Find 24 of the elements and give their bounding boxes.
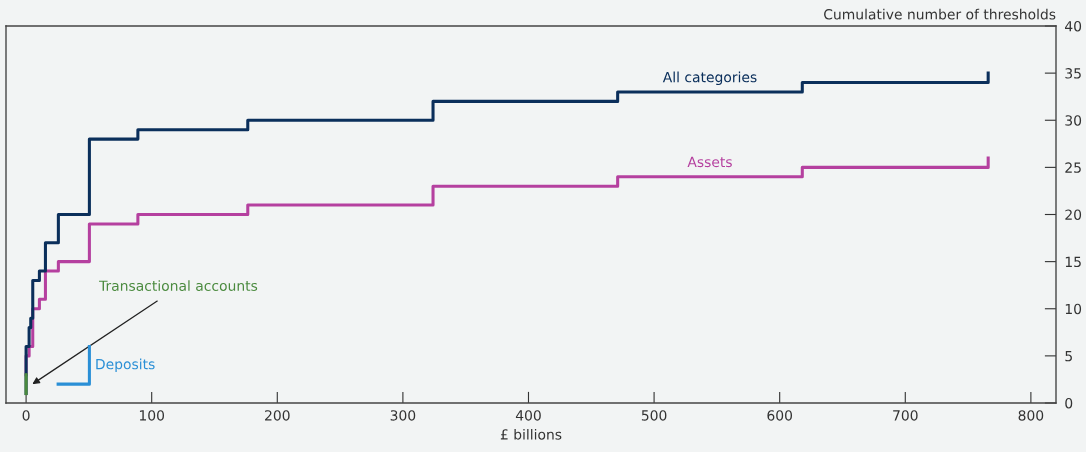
- y-tick-label: 30: [1065, 115, 1082, 126]
- x-axis-title: £ billions: [500, 428, 562, 440]
- y-tick-label: 0: [1065, 397, 1073, 409]
- series-label: Deposits: [96, 358, 155, 373]
- y-tick-label: 15: [1065, 256, 1081, 268]
- y-tick-label: 5: [1065, 351, 1072, 362]
- y-tick-label: 10: [1065, 303, 1082, 315]
- x-tick-label: 600: [767, 410, 793, 421]
- x-tick-label: 500: [641, 410, 667, 421]
- x-tick-label: 300: [390, 410, 416, 421]
- y-tick-label: 20: [1065, 209, 1082, 220]
- x-tick-label: 200: [265, 410, 290, 421]
- x-tick-label: 100: [139, 410, 165, 421]
- series-label: All categories: [662, 71, 757, 86]
- x-tick-label: 400: [515, 410, 541, 421]
- x-tick-label: 700: [893, 410, 918, 421]
- text: Transactional accounts: [99, 280, 258, 291]
- y-tick-label: 40: [1065, 20, 1082, 32]
- y-tick-label: 35: [1065, 68, 1081, 79]
- series-label: Assets: [687, 156, 732, 168]
- y-axis-title: Cumulative number of thresholds: [824, 8, 1056, 20]
- x-tick-label: 0: [22, 410, 30, 421]
- x-tick-label: 800: [1018, 410, 1044, 421]
- y-tick-label: 25: [1065, 162, 1081, 173]
